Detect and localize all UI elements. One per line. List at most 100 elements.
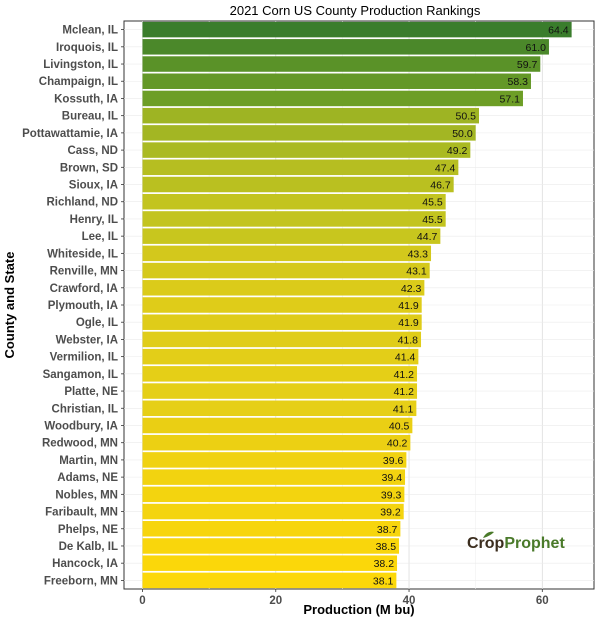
- bar: [142, 521, 401, 537]
- y-category-label: Woodbury, IA: [44, 420, 118, 432]
- bar: [142, 125, 476, 141]
- bar-value-label: 45.5: [422, 197, 443, 209]
- bar: [142, 417, 413, 434]
- bar-value-label: 47.4: [435, 162, 456, 174]
- y-category-label: Whiteside, IL: [47, 248, 118, 260]
- y-category-label: Sioux, IA: [69, 180, 118, 192]
- y-category-label: Phelps, NE: [58, 524, 118, 536]
- bar-value-label: 57.1: [500, 93, 521, 105]
- y-category-label: Faribault, MN: [45, 507, 118, 519]
- y-category-label: Iroquois, IL: [56, 42, 118, 54]
- y-category-label: De Kalb, IL: [59, 541, 118, 553]
- x-tick-label: 40: [403, 595, 416, 607]
- bar: [142, 245, 432, 262]
- bar: [142, 211, 446, 227]
- y-category-label: Redwood, MN: [42, 438, 118, 450]
- bar: [142, 73, 531, 89]
- bar: [142, 572, 397, 589]
- x-tick-label: 20: [269, 595, 282, 607]
- y-category-label: Christian, IL: [52, 403, 118, 415]
- bar-value-label: 46.7: [430, 180, 451, 192]
- bar: [142, 469, 406, 485]
- y-category-label: Martin, MN: [59, 455, 118, 467]
- bar-value-label: 50.5: [456, 111, 477, 123]
- x-axis-ticks: 0 20 40 60: [139, 589, 549, 607]
- bar: [142, 262, 430, 279]
- bar: [142, 555, 398, 571]
- bar: [142, 39, 549, 55]
- y-axis-label: County and State: [2, 252, 17, 359]
- logo-text-crop: Crop: [467, 535, 505, 552]
- bar: [142, 297, 422, 313]
- x-tick-label: 0: [139, 595, 145, 607]
- bar: [142, 538, 400, 554]
- y-category-label: Cass, ND: [68, 145, 119, 157]
- bar-value-label: 38.1: [373, 575, 394, 587]
- y-category-label: Vermilion, IL: [50, 352, 118, 364]
- bar-value-label: 59.7: [517, 59, 538, 71]
- bar-value-label: 49.2: [447, 145, 468, 157]
- bar-value-label: 39.4: [382, 472, 403, 484]
- y-category-label: Hancock, IA: [52, 558, 118, 570]
- y-category-label: Sangamon, IL: [43, 369, 118, 381]
- bar: [142, 142, 471, 158]
- cropprophet-logo: CropProphet: [467, 531, 565, 552]
- bar: [142, 280, 425, 296]
- y-category-label: Freeborn, MN: [44, 575, 118, 587]
- bar: [142, 90, 523, 107]
- bar-value-label: 43.3: [408, 248, 429, 260]
- bar-value-label: 41.2: [394, 386, 415, 398]
- bar: [142, 21, 572, 38]
- bar-value-label: 38.2: [374, 558, 395, 570]
- bar: [142, 107, 479, 124]
- bar-value-label: 39.6: [383, 455, 404, 467]
- bar: [142, 400, 417, 417]
- y-category-label: Brown, SD: [60, 162, 118, 174]
- bar: [142, 331, 422, 348]
- y-category-label: Richland, ND: [46, 197, 118, 209]
- y-category-label: Ogle, IL: [76, 317, 118, 329]
- bar: [142, 228, 441, 244]
- y-category-label: Adams, NE: [57, 472, 118, 484]
- y-category-label: Kossuth, IA: [54, 93, 118, 105]
- bar-value-label: 40.5: [389, 420, 410, 432]
- bar-value-label: 50.0: [452, 128, 473, 140]
- leaf-icon: [483, 531, 494, 538]
- y-axis-categories: Mclean, IL Iroquois, IL Livingston, IL Cham…: [22, 25, 124, 587]
- bar-value-label: 41.9: [398, 317, 419, 329]
- x-axis-label: Production (M bu): [303, 602, 414, 617]
- bar: [142, 366, 418, 382]
- y-category-label: Platte, NE: [64, 386, 118, 398]
- bar: [142, 314, 422, 330]
- bar-value-label: 39.3: [381, 489, 402, 501]
- y-category-label: Crawford, IA: [50, 283, 118, 295]
- x-tick-label: 60: [536, 595, 549, 607]
- data-labels: 64.461.0 59.7 58.3 57.1 50.5 50.0 49.2 47.4 46.7…: [373, 25, 569, 588]
- y-category-label: Mclean, IL: [62, 25, 118, 37]
- bar-value-label: 44.7: [417, 231, 438, 243]
- bar-value-label: 64.4: [548, 25, 569, 37]
- bar: [142, 434, 411, 451]
- bar: [142, 486, 405, 503]
- y-category-label: Henry, IL: [70, 214, 118, 226]
- bar-value-label: 41.4: [395, 352, 416, 364]
- bar-value-label: 40.2: [387, 438, 408, 450]
- bar: [142, 383, 418, 399]
- bar: [142, 159, 459, 176]
- bar: [142, 56, 541, 72]
- y-category-label: Lee, IL: [82, 231, 118, 243]
- y-category-label: Webster, IA: [56, 334, 118, 346]
- chart-title: 2021 Corn US County Production Rankings: [230, 3, 481, 18]
- y-category-label: Renville, MN: [50, 266, 118, 278]
- bar-value-label: 42.3: [401, 283, 422, 295]
- bar-value-label: 38.5: [376, 541, 397, 553]
- bar: [142, 193, 446, 210]
- bar-value-label: 43.1: [406, 266, 427, 278]
- bar-value-label: 41.1: [393, 403, 414, 415]
- y-category-label: Pottawattamie, IA: [22, 128, 118, 140]
- y-category-label: Champaign, IL: [39, 76, 118, 88]
- bar: [142, 348, 419, 365]
- bar-value-label: 58.3: [508, 76, 529, 88]
